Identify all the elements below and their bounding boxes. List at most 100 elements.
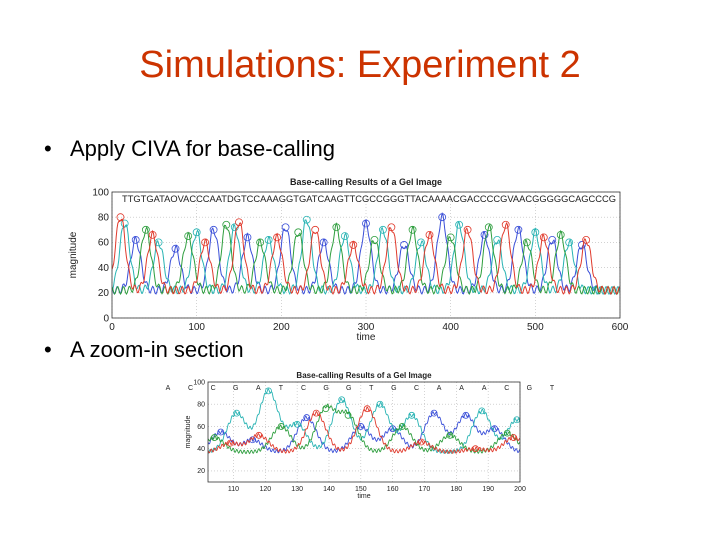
series-line-C <box>208 388 520 455</box>
peak-marker-C <box>379 225 387 234</box>
plot-frame <box>111 191 621 319</box>
x-tick-label: 600 <box>612 322 629 333</box>
peak-marker-A <box>548 235 557 244</box>
y-tick-label: 60 <box>197 424 205 431</box>
peak-marker-T <box>539 233 548 242</box>
peak-marker-C <box>264 235 273 244</box>
peak-marker-A <box>217 428 225 436</box>
peak-marker-G <box>556 230 565 239</box>
peak-marker-A <box>131 235 140 244</box>
peak-marker-C <box>455 220 464 229</box>
bullet-text: A zoom-in section <box>70 337 244 362</box>
x-tick-label: 150 <box>355 486 367 493</box>
bullet-item-1: • Apply CIVA for base-calling <box>44 136 335 162</box>
x-axis-label: time <box>357 493 370 500</box>
peak-marker-G <box>446 233 455 242</box>
peak-marker-T <box>349 241 358 249</box>
peak-marker-C <box>376 400 384 408</box>
peak-marker-C <box>192 228 201 237</box>
peak-marker-C <box>408 411 416 419</box>
y-tick-label: 20 <box>197 468 205 475</box>
y-tick-label: 0 <box>103 313 109 324</box>
base-label: C <box>211 385 216 392</box>
y-tick-label: 40 <box>197 446 205 453</box>
peak-marker-C <box>340 232 349 240</box>
peak-marker-A <box>243 233 252 242</box>
peak-marker-G <box>484 223 493 232</box>
bullet-item-2: • A zoom-in section <box>44 337 244 363</box>
base-label: A <box>166 385 171 392</box>
bullet-text: Apply CIVA for base-calling <box>70 136 335 161</box>
y-axis-label: magnitude <box>68 231 79 278</box>
y-tick-label: 100 <box>92 187 109 198</box>
peak-marker-T <box>363 405 371 413</box>
peak-marker-T <box>387 223 396 232</box>
peak-marker-T <box>417 438 425 446</box>
peak-marker-C <box>338 396 346 404</box>
base-label: G <box>233 385 238 392</box>
peak-marker-A <box>400 241 409 249</box>
base-label: C <box>504 385 509 392</box>
plot-frame <box>207 381 521 483</box>
peak-marker-A <box>303 414 311 421</box>
peak-marker-G <box>398 423 406 430</box>
peak-marker-A <box>281 223 290 232</box>
peak-marker-C <box>478 407 486 415</box>
peak-marker-G <box>344 411 352 419</box>
base-label: A <box>459 385 464 392</box>
base-label: A <box>482 385 487 392</box>
y-tick-label: 80 <box>197 402 205 409</box>
y-tick-label: 100 <box>193 379 205 386</box>
base-label: T <box>550 385 555 392</box>
x-tick-label: 110 <box>228 486 239 493</box>
base-label: T <box>369 385 374 392</box>
peak-marker-A <box>249 436 256 444</box>
slide-title: Simulations: Experiment 2 <box>139 44 581 86</box>
peak-marker-A <box>171 244 180 253</box>
peak-marker-T <box>472 445 479 453</box>
peak-marker-T <box>226 439 234 447</box>
peak-marker-C <box>565 238 574 247</box>
peak-marker-G <box>370 235 379 244</box>
peak-marker-G <box>503 429 511 437</box>
peak-marker-A <box>514 225 523 234</box>
peak-marker-A <box>462 411 470 419</box>
y-tick-label: 20 <box>98 288 110 299</box>
peak-marker-C <box>120 219 129 228</box>
y-axis-label: magnitude <box>185 416 192 449</box>
peak-marker-G <box>277 423 285 430</box>
peak-marker-G <box>408 225 417 234</box>
x-tick-label: 0 <box>109 322 115 333</box>
series-C <box>208 387 520 455</box>
x-tick-label: 500 <box>527 322 544 333</box>
peak-marker-A <box>578 241 586 249</box>
peak-marker-G <box>141 225 150 234</box>
x-tick-label: 180 <box>450 486 462 493</box>
base-calling-chart-full: Base-calling Results of a Gel Image 0 100 2… <box>68 177 629 343</box>
peak-marker-T <box>510 434 518 441</box>
x-tick-label: 100 <box>188 322 205 333</box>
peak-marker-C <box>293 420 301 428</box>
base-label: G <box>323 385 328 392</box>
bullet-symbol: • <box>44 136 52 161</box>
chart-title: Base-calling Results of a Gel Image <box>290 177 442 187</box>
base-calling-chart-zoom: Base-calling Results of a Gel Image 110 12… <box>166 371 555 500</box>
peak-marker-G <box>322 405 330 413</box>
peak-marker-C <box>265 387 272 395</box>
x-tick-label: 140 <box>323 486 335 493</box>
x-tick-label: 160 <box>387 486 399 493</box>
peak-marker-G <box>446 431 454 439</box>
x-tick-label: 170 <box>419 486 431 493</box>
peak-marker-T <box>235 218 243 227</box>
peak-marker-C <box>531 228 540 237</box>
peak-marker-T <box>312 409 320 417</box>
series-line-T <box>112 218 620 296</box>
peak-marker-T <box>255 431 263 439</box>
base-calls-sequence: TTGTGATAOVACCCAATDGTCCAAAGGTGATCAAGTTCGC… <box>122 194 616 204</box>
peak-marker-T <box>501 220 510 229</box>
peak-marker-C <box>417 238 425 247</box>
bullet-symbol: • <box>44 337 52 362</box>
peak-marker-C <box>302 215 311 224</box>
peak-marker-A <box>438 213 447 222</box>
peak-marker-T <box>148 230 157 239</box>
